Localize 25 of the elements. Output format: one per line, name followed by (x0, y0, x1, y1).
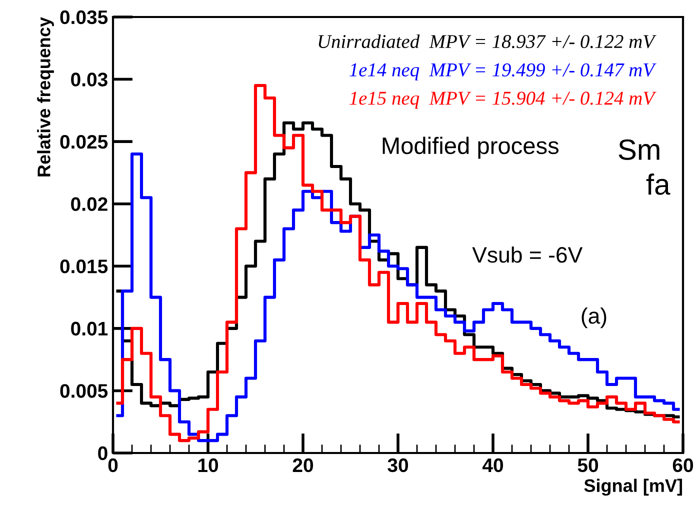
y-tick-label: 0.035 (60, 10, 108, 24)
text: 1e14 neq MPV = 19.499 +/- 0.147 mV (350, 63, 656, 80)
y-axis-title: Relative frequency (37, 17, 54, 176)
annotation: (a) (582, 307, 606, 328)
y-tick-label: 0.025 (60, 134, 108, 149)
y-tick-label: 0.015 (60, 260, 108, 274)
y-tick-label: 0.02 (71, 197, 108, 211)
annotation: Sm (618, 139, 660, 160)
annotation: Vsub = -6V (472, 246, 583, 263)
x-axis-title: Signal [mV] (584, 478, 682, 496)
x-tick-label: 50 (578, 458, 598, 472)
y-tick-label: 0.01 (71, 322, 108, 336)
x-tick-label: 0 (108, 458, 118, 472)
annotation: fa (646, 173, 670, 195)
x-tick-label: 20 (292, 458, 314, 472)
y-tick-label: 0.005 (60, 384, 108, 398)
x-tick-label: 40 (482, 458, 504, 472)
x-tick-label: 60 (672, 458, 694, 472)
text: 1e15 neq MPV = 15.904 +/- 0.124 mV (350, 92, 656, 109)
annotation: Modified process (382, 136, 559, 159)
x-tick-label: 10 (198, 458, 218, 472)
y-tick-label: 0 (98, 446, 108, 460)
text: Unirradiated MPV = 18.937 +/- 0.122 mV (318, 34, 656, 48)
y-tick-label: 0.03 (71, 72, 108, 86)
x-tick-label: 30 (388, 458, 408, 472)
